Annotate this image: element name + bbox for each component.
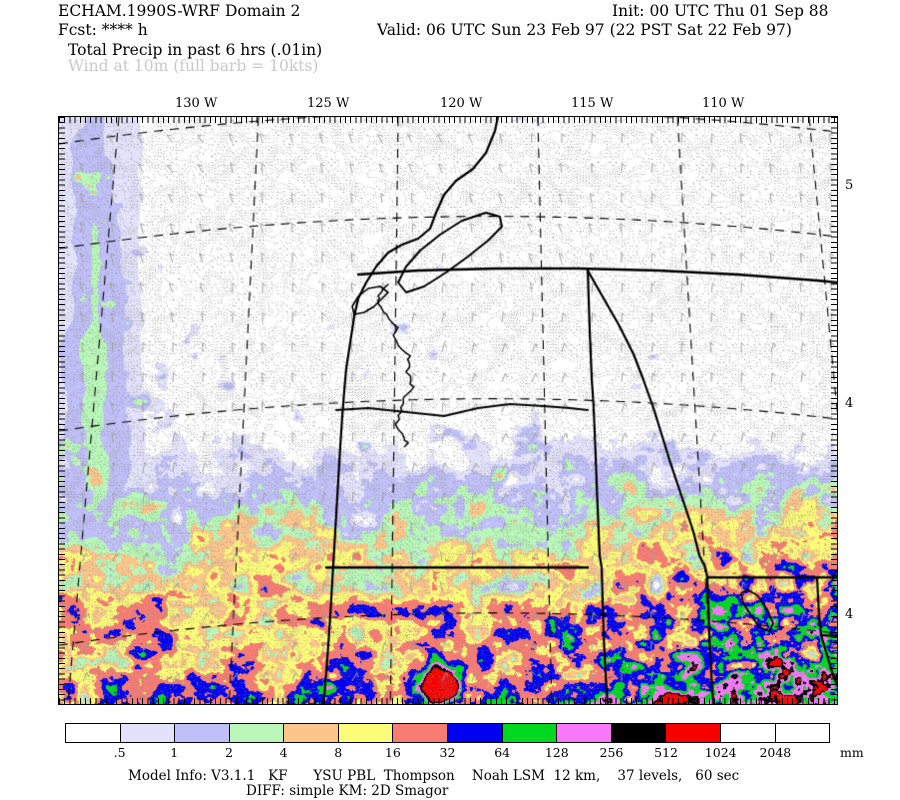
colorbar-tick-0: .5 — [113, 745, 126, 760]
model-domain-title: ECHAM.1990S-WRF Domain 2 — [58, 2, 301, 20]
model-info-line-1: Model Info: V3.1.1 KF YSU PBL Thompson N… — [128, 768, 740, 784]
model-info-line-2: DIFF: simple KM: 2D Smagor — [246, 783, 449, 799]
map-plot-area — [58, 116, 838, 705]
colorbar-tick-7: 64 — [494, 745, 511, 760]
wind-description: Wind at 10m (full barb = 10kts) — [68, 57, 319, 75]
colorbar-tick-12: 2048 — [759, 745, 792, 760]
axis-ticks-bottom — [59, 698, 837, 704]
colorbar-swatch-11 — [666, 724, 721, 742]
forecast-hour-label: Fcst: **** h — [58, 21, 148, 39]
colorbar-swatch-5 — [338, 724, 394, 742]
colorbar-tick-1: 1 — [170, 745, 179, 760]
field-description: Total Precip in past 6 hrs (.01in) — [68, 41, 323, 59]
colorbar-swatch-13 — [775, 724, 830, 742]
colorbar-unit-label: mm — [840, 745, 864, 760]
lon-tick-4: 110 W — [702, 96, 745, 111]
colorbar-tick-5: 16 — [384, 745, 401, 760]
precipitation-map-canvas — [59, 117, 837, 704]
colorbar-tick-4: 8 — [334, 745, 343, 760]
axis-ticks-right — [831, 117, 837, 704]
lon-tick-1: 125 W — [307, 96, 350, 111]
colorbar-swatch-2 — [175, 724, 230, 742]
valid-time-label: Valid: 06 UTC Sun 23 Feb 97 (22 PST Sat … — [377, 21, 792, 39]
colorbar-tick-9: 256 — [599, 745, 624, 760]
colorbar-swatch-1 — [120, 724, 176, 742]
colorbar-swatch-6 — [393, 724, 449, 742]
precipitation-colorbar — [65, 723, 830, 743]
lat-tick-2: 4 — [845, 607, 854, 622]
colorbar-swatch-4 — [284, 724, 339, 742]
colorbar-tick-6: 32 — [439, 745, 456, 760]
colorbar-swatch-0 — [66, 724, 121, 742]
colorbar-tick-3: 4 — [279, 745, 288, 760]
colorbar-swatch-3 — [229, 724, 285, 742]
axis-ticks-top — [59, 117, 837, 123]
colorbar-swatch-12 — [720, 724, 776, 742]
lon-tick-0: 130 W — [175, 96, 218, 111]
colorbar-tick-11: 1024 — [704, 745, 737, 760]
colorbar-tick-8: 128 — [544, 745, 569, 760]
colorbar-swatch-9 — [557, 724, 612, 742]
lat-tick-1: 4 — [845, 396, 854, 411]
colorbar-swatch-7 — [448, 724, 503, 742]
colorbar-swatch-10 — [611, 724, 667, 742]
lon-tick-3: 115 W — [571, 96, 614, 111]
init-time-label: Init: 00 UTC Thu 01 Sep 88 — [612, 2, 829, 20]
colorbar-swatch-8 — [502, 724, 558, 742]
axis-ticks-left — [59, 117, 65, 704]
colorbar-tick-10: 512 — [654, 745, 678, 760]
lat-tick-0: 5 — [845, 178, 854, 193]
lon-tick-2: 120 W — [440, 96, 483, 111]
colorbar-tick-2: 2 — [224, 745, 233, 760]
